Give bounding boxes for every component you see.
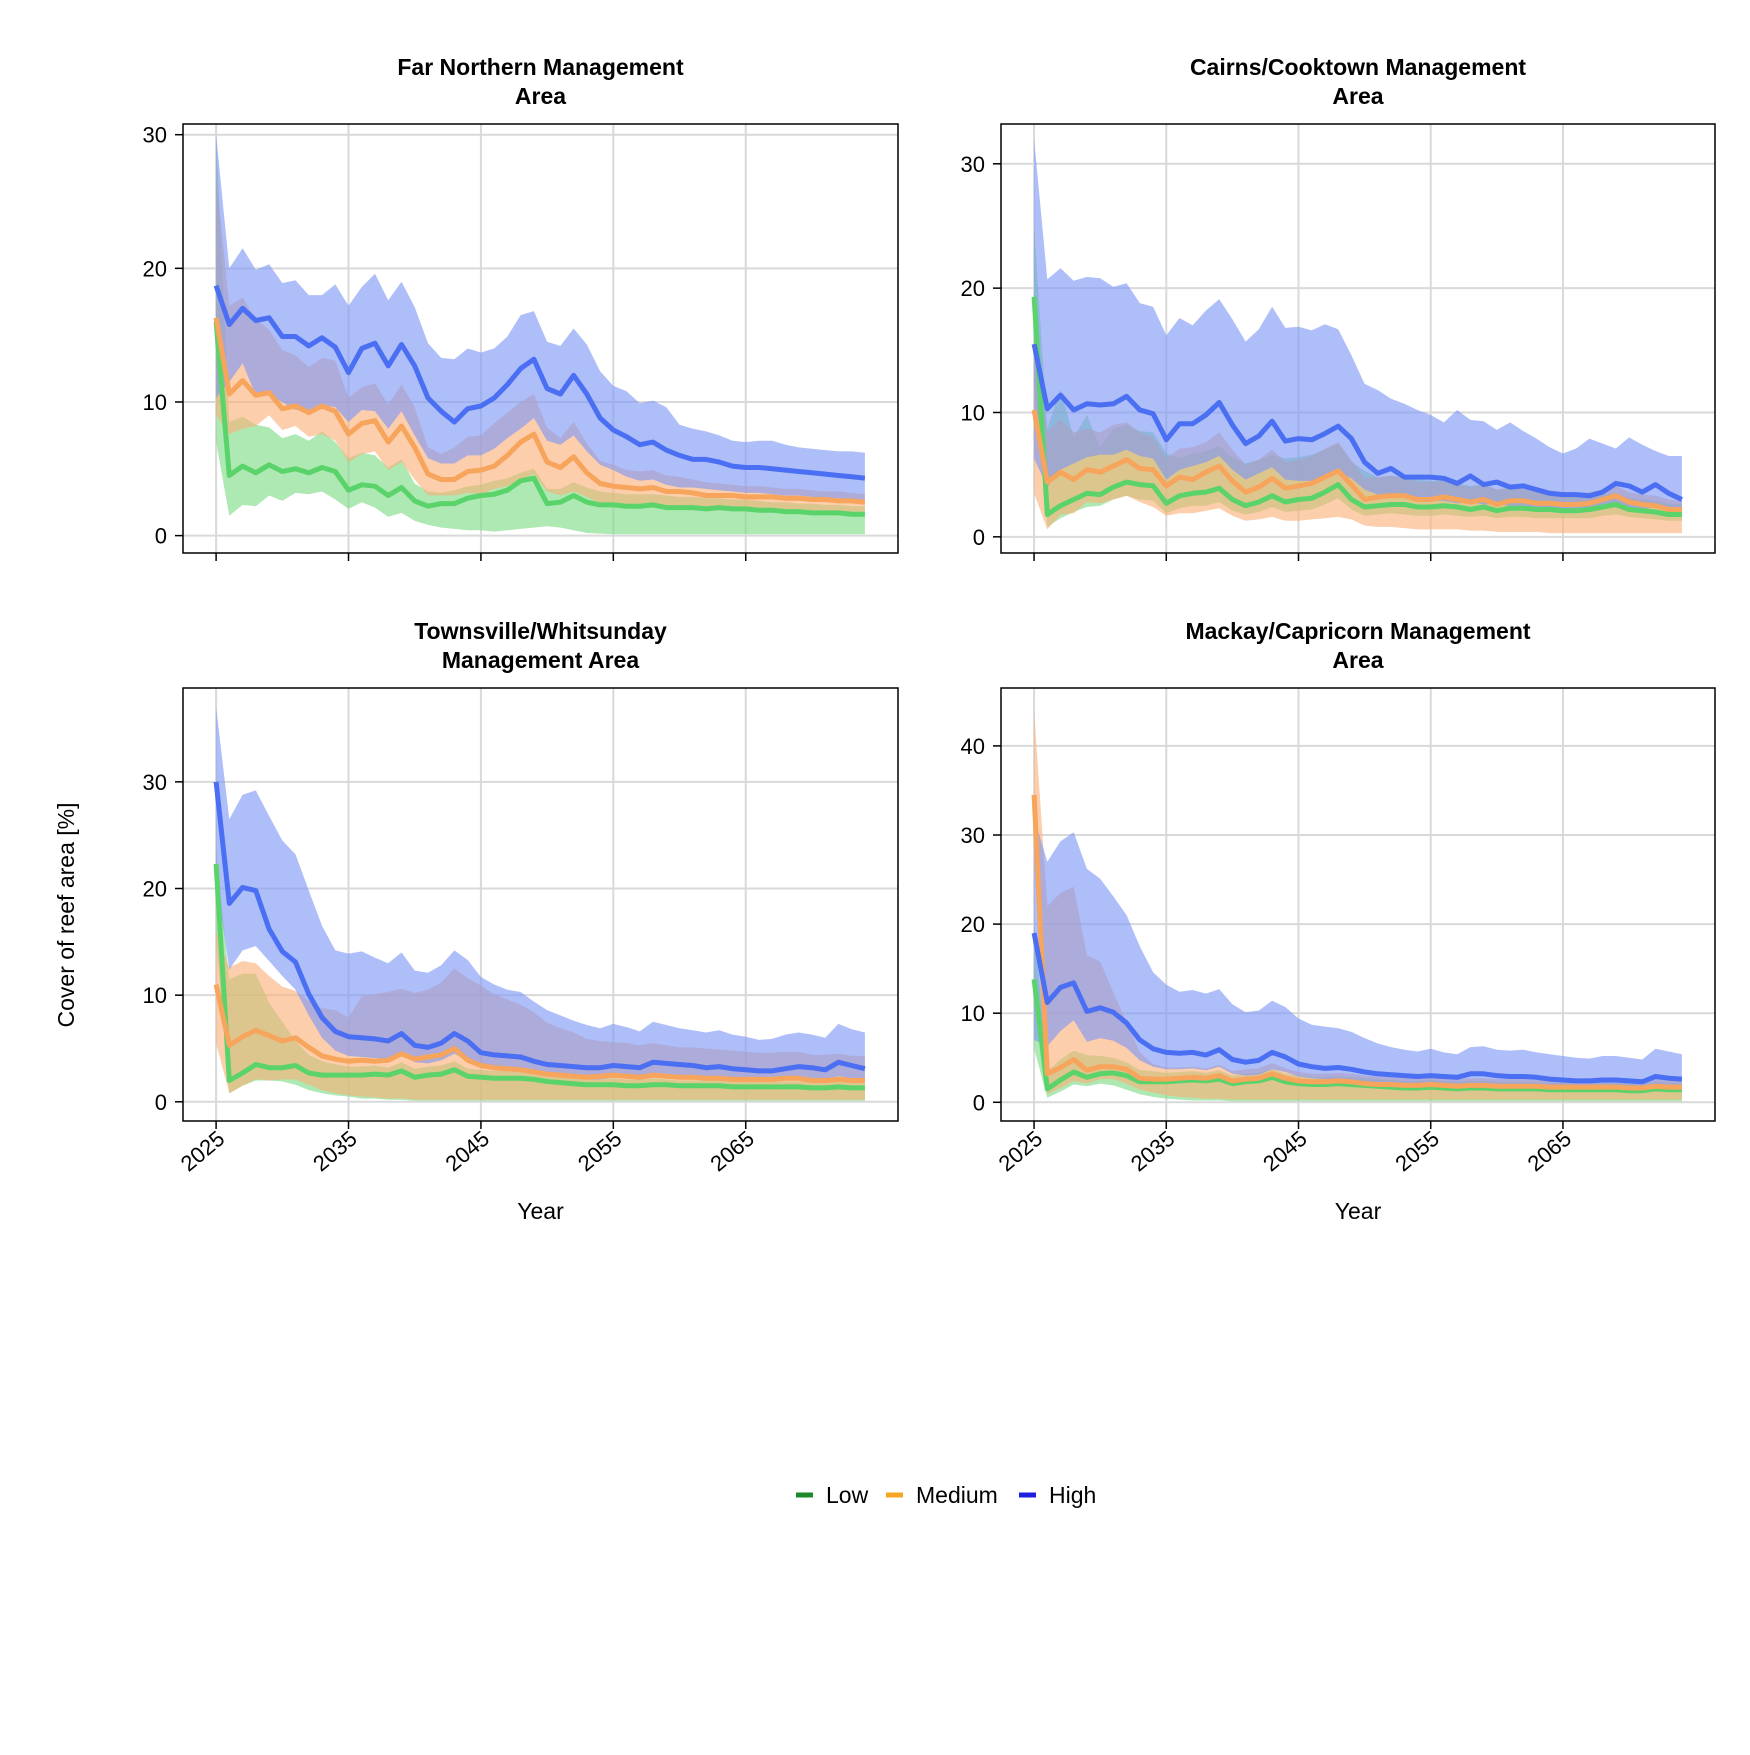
series-line-high [213,781,866,1074]
plot-area [213,134,866,535]
legend-item-high: High [1019,1482,1096,1508]
x-tick-label: 2035 [1126,1126,1180,1177]
y-tick-label: 20 [143,256,167,281]
axes-frame [1000,123,1716,554]
axes-frame [1000,687,1716,1122]
y-tick-label: 30 [961,152,985,177]
y-tick-label: 0 [973,1090,985,1115]
band-medium [1034,710,1682,1100]
panel-4: Mackay/Capricorn Management Area 0 10 20 30 40… [961,618,1716,1224]
legend: Low Medium High [796,1482,1096,1508]
y-tick-label: 10 [961,400,985,425]
panels: Far Northern ManagementArea0102030Cairns… [143,54,1716,1224]
panel-title-line: Cairns/Cooktown Management [1190,54,1526,80]
axes-frame [182,123,899,554]
series-line-high [1031,932,1683,1085]
plot-area [1031,710,1683,1102]
panel-2: Cairns/Cooktown Management Area 0 10 20 30 [961,54,1716,561]
x-tick-label: 2045 [1258,1126,1312,1177]
panel-title-line: Area [515,83,566,109]
legend-item-medium: Medium [886,1482,998,1508]
panel-title-line: Area [1332,647,1383,673]
x-tick-label: 2065 [1523,1126,1577,1177]
y-tick-label: 20 [961,912,985,937]
y-tick-label: 20 [143,877,167,902]
band-high [216,134,865,500]
y-tick-label: 10 [143,983,167,1008]
panel-title-line: Mackay/Capricorn Management [1185,618,1530,644]
x-axis-label: Year [1335,1198,1382,1224]
series-line-medium [1031,794,1682,1091]
y-tick-label: 20 [961,276,985,301]
series-line-low [1031,296,1682,517]
series-line-low [213,863,865,1091]
band-high [1034,817,1682,1088]
x-tick-label: 2045 [441,1126,495,1177]
legend-label: Medium [916,1482,998,1508]
series-line-high [1031,343,1683,502]
panel-title-line: Area [1332,83,1383,109]
panel-title-line: Far Northern Management [397,54,684,80]
x-axis-label: Year [517,1198,564,1224]
y-tick-label: 0 [155,1090,167,1115]
panel-title-line: Management Area [442,647,639,673]
band-low [216,134,865,535]
plot-area [1031,138,1683,534]
y-tick-label: 30 [143,123,167,148]
x-tick-label: 2035 [308,1126,362,1177]
x-tick-label: 2065 [705,1126,759,1177]
plot-area [213,707,866,1101]
y-tick-label: 0 [155,524,167,549]
x-tick-label: 2055 [573,1126,627,1177]
y-tick-label: 10 [961,1001,985,1026]
y-tick-label: 30 [961,823,985,848]
y-tick-label: 30 [143,770,167,795]
panel-title-line: Townsville/Whitsunday [414,618,667,644]
legend-item-low: Low [796,1482,869,1508]
panel-3: Townsville/Whitsunday Management Area 0 10 2… [143,618,899,1224]
panel-1: Far Northern Management Area 0 10 20 30 [143,54,899,561]
shared-y-axis-label: Cover of reef area [%] [53,803,79,1028]
y-tick-label: 10 [143,390,167,415]
band-medium [1034,331,1682,534]
legend-label: High [1049,1482,1096,1508]
band-high [216,707,865,1082]
series-line-medium [1031,409,1682,512]
y-tick-label: 40 [961,734,985,759]
series-line-medium [213,317,866,505]
axes-frame [182,687,899,1122]
y-tick-label: 0 [973,525,985,550]
x-tick-label: 2025 [994,1126,1048,1177]
series-line-high [213,284,866,481]
series-line-low [213,321,865,517]
series-line-medium [213,983,865,1083]
x-tick-label: 2025 [176,1126,230,1177]
x-tick-label: 2055 [1390,1126,1444,1177]
legend-label: Low [826,1482,869,1508]
